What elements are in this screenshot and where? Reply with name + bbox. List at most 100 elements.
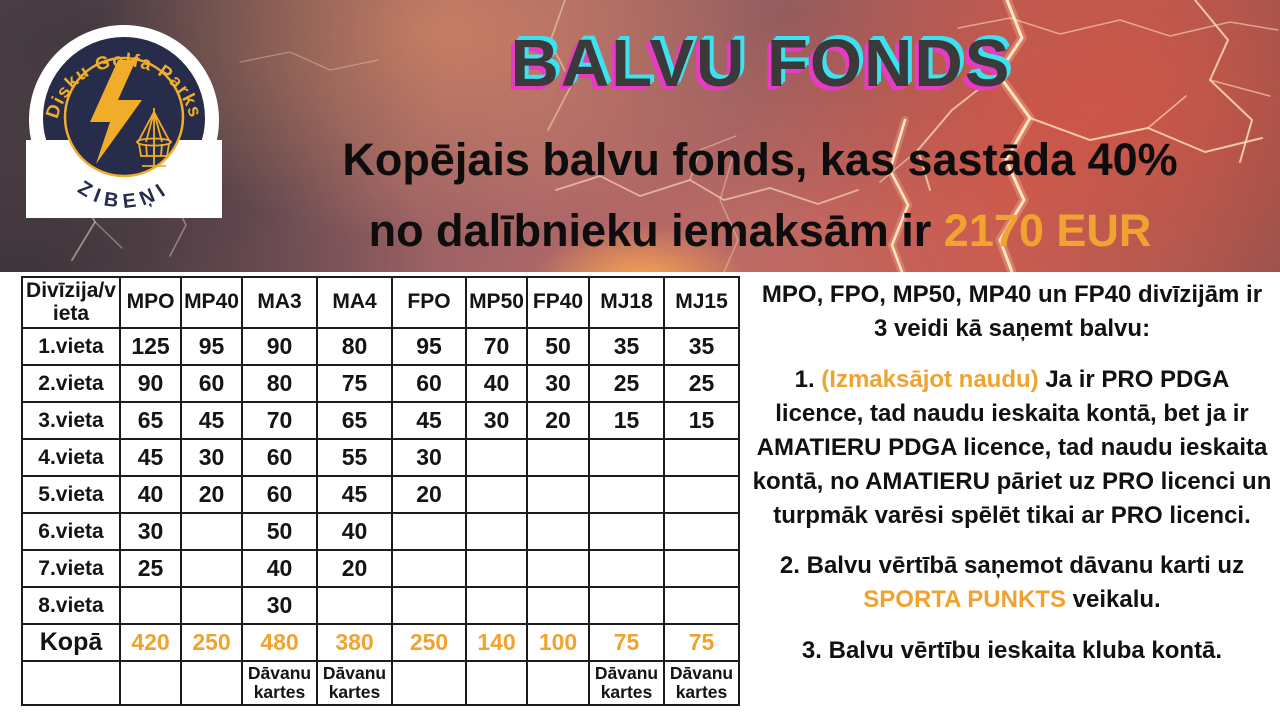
table-cell: 20 <box>316 549 393 588</box>
item2-suffix: veikalu. <box>1072 585 1161 613</box>
table-cell: 40 <box>119 475 182 514</box>
table-row: 3.vieta 65 45 70 65 45 30 20 15 15 <box>21 401 740 440</box>
disc-golf-basket-icon <box>136 108 172 167</box>
info-intro: MPO, FPO, MP50, MP40 un FP40 divīzijām i… <box>761 281 1263 343</box>
item2-highlight: SPORTA PUNKTS <box>863 585 1066 613</box>
table-cell: 25 <box>588 364 665 403</box>
club-logo: Disku Golfa Parks ZIBEŅI <box>26 22 222 218</box>
info-item-1: 1. (Izmaksājot naudu) Ja ir PRO PDGA lic… <box>752 363 1272 533</box>
table-cell: 50 <box>526 327 590 366</box>
column-header-fpo: FPO <box>391 276 467 329</box>
column-header-ma3: MA3 <box>241 276 318 329</box>
table-cell <box>663 438 740 477</box>
page-title: BALVU FONDS <box>510 26 1012 101</box>
prize-table: Divīzija/vieta MPO MP40 MA3 MA4 FPO MP50 FP40 MJ… <box>21 276 740 706</box>
table-cell: 380 <box>316 623 393 662</box>
table-cell: 45 <box>391 401 467 440</box>
column-header-mp50: MP50 <box>465 276 528 329</box>
item1-number: 1. <box>794 366 815 394</box>
table-row: 2.vieta 90 60 80 75 60 40 30 25 25 <box>21 364 740 403</box>
column-header-mj18: MJ18 <box>588 276 665 329</box>
row-label: 3.vieta <box>21 401 121 440</box>
table-cell <box>180 512 243 551</box>
table-cell: 480 <box>241 623 318 662</box>
table-cell <box>180 586 243 625</box>
table-cell <box>588 549 665 588</box>
lightning-bolt-icon <box>90 60 142 164</box>
subtitle-line2: no dalībnieku iemaksām ir <box>368 205 932 257</box>
table-cell <box>465 549 528 588</box>
table-cell: Dāvanu kartes <box>241 660 318 706</box>
table-cell: 70 <box>465 327 528 366</box>
table-cell: 50 <box>241 512 318 551</box>
row-label: 7.vieta <box>21 549 121 588</box>
table-cell: 75 <box>588 623 665 662</box>
row-label: 5.vieta <box>21 475 121 514</box>
table-cell <box>465 438 528 477</box>
item1-text: Ja ir PRO PDGA licence, tad naudu ieskai… <box>752 366 1272 530</box>
table-cell: 65 <box>316 401 393 440</box>
column-header-mp40: MP40 <box>180 276 243 329</box>
table-cell: 30 <box>391 438 467 477</box>
table-cell: Dāvanu kartes <box>316 660 393 706</box>
table-cell: 60 <box>391 364 467 403</box>
column-header-ma4: MA4 <box>316 276 393 329</box>
table-cell: 45 <box>316 475 393 514</box>
table-cell: 95 <box>180 327 243 366</box>
table-cell: 35 <box>588 327 665 366</box>
table-cell: 45 <box>180 401 243 440</box>
table-cell: 20 <box>391 475 467 514</box>
prize-table-body: 1.vieta 125 95 90 80 95 70 50 35 35 2.vieta 90 60 80 7… <box>21 327 740 706</box>
table-cell: 30 <box>241 586 318 625</box>
table-cell: 40 <box>316 512 393 551</box>
table-cell: 75 <box>663 623 740 662</box>
row-label: 6.vieta <box>21 512 121 551</box>
table-cell <box>588 512 665 551</box>
hero-banner: Disku Golfa Parks ZIBEŅI BALVU FONDS Kop… <box>0 0 1280 272</box>
table-cell <box>663 512 740 551</box>
table-row: 5.vieta 40 20 60 45 20 <box>21 475 740 514</box>
table-cell: 30 <box>465 401 528 440</box>
table-cell: 20 <box>526 401 590 440</box>
table-cell: 90 <box>119 364 182 403</box>
row-label: Kopā <box>21 623 121 662</box>
table-row: 6.vieta 30 50 40 <box>21 512 740 551</box>
table-cell: 125 <box>119 327 182 366</box>
table-cell: 95 <box>391 327 467 366</box>
table-cell: 15 <box>588 401 665 440</box>
table-row: 7.vieta 25 40 20 <box>21 549 740 588</box>
table-cell <box>526 475 590 514</box>
table-cell <box>526 438 590 477</box>
table-cell: 20 <box>180 475 243 514</box>
row-label: 8.vieta <box>21 586 121 625</box>
table-cell: 140 <box>465 623 528 662</box>
table-cell <box>180 660 243 706</box>
table-cell: Dāvanu kartes <box>663 660 740 706</box>
table-cell: 60 <box>241 475 318 514</box>
table-cell: 15 <box>663 401 740 440</box>
table-cell <box>465 660 528 706</box>
table-cell: 420 <box>119 623 182 662</box>
table-cell: 30 <box>119 512 182 551</box>
table-cell <box>119 660 182 706</box>
column-header-mpo: MPO <box>119 276 182 329</box>
lightning-background-icon <box>71 0 1279 272</box>
table-cell <box>526 586 590 625</box>
table-cell <box>391 512 467 551</box>
prize-fund-amount: 2170 EUR <box>943 205 1152 257</box>
table-cell: 45 <box>119 438 182 477</box>
item2-text: 2. Balvu vērtībā saņemot dāvanu karti uz <box>779 551 1245 579</box>
table-cell <box>180 549 243 588</box>
table-cell: 70 <box>241 401 318 440</box>
table-row: 8.vieta 30 <box>21 586 740 625</box>
info-item-3: 3. Balvu vērtību ieskaita kluba kontā. <box>801 636 1223 664</box>
info-item-2: 2. Balvu vērtībā saņemot dāvanu karti uz… <box>752 549 1272 617</box>
table-cell <box>588 586 665 625</box>
table-row: 4.vieta 45 30 60 55 30 <box>21 438 740 477</box>
row-label: 1.vieta <box>21 327 121 366</box>
table-cell <box>663 549 740 588</box>
table-cell <box>391 549 467 588</box>
table-row: Kopā 420 250 480 380 250 140 100 75 75 <box>21 623 740 662</box>
table-cell: 25 <box>663 364 740 403</box>
table-cell <box>316 586 393 625</box>
